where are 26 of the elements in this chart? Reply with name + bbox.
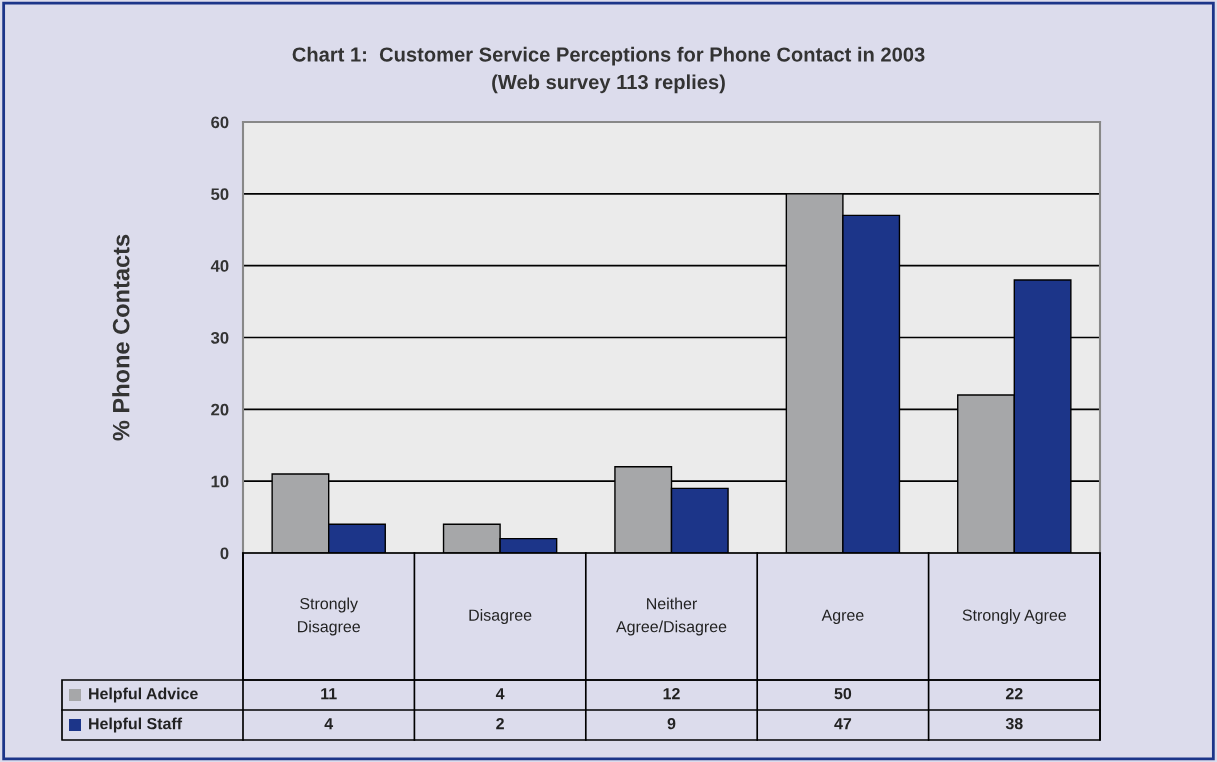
y-tick-label: 20 (211, 403, 229, 416)
data-label: 11 (321, 688, 337, 700)
x-tick-label: Strongly Agree (962, 609, 1066, 624)
data-label: 9 (667, 717, 676, 730)
data-label: 38 (1005, 717, 1023, 730)
legend-label: Helpful Advice (89, 687, 198, 703)
data-label: 2 (496, 717, 504, 730)
y-tick-label: 10 (211, 475, 229, 488)
data-label: 4 (324, 718, 334, 730)
data-label: 12 (663, 687, 680, 700)
x-tick-label: Strongly Disagree (298, 597, 360, 636)
y-tick-label: 30 (210, 331, 229, 344)
y-tick-label: 60 (211, 116, 229, 129)
data-label: 47 (834, 718, 852, 730)
y-tick-label: 50 (211, 188, 229, 201)
data-label: 4 (495, 688, 505, 700)
data-label: 22 (1005, 687, 1023, 700)
data-label: 50 (834, 687, 852, 700)
x-tick-label: Agree (821, 609, 864, 624)
x-tick-label: Disagree (469, 609, 532, 624)
y-tick-label: 40 (210, 260, 229, 272)
chart-title: Chart 1: Customer Service Perceptions for Phone Contact in 2003 (Web survey 113 replies) (292, 46, 925, 94)
y-axis-title: % Phone Contacts (112, 234, 130, 441)
x-tick-label: Neither Agree/Disagree (616, 597, 727, 636)
legend-label: Helpful Staff (89, 717, 183, 733)
y-tick-label: 0 (220, 547, 229, 560)
